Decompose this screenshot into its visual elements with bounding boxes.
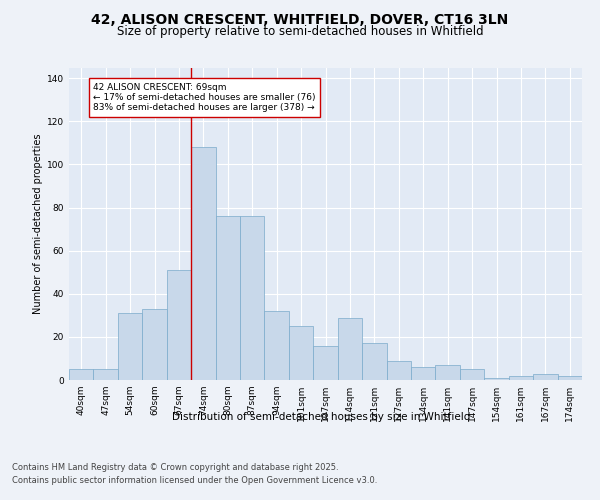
Bar [533,374,557,380]
Bar [313,346,338,380]
Bar [436,365,460,380]
Bar [265,311,289,380]
Bar [240,216,265,380]
Text: Contains HM Land Registry data © Crown copyright and database right 2025.: Contains HM Land Registry data © Crown c… [12,462,338,471]
Bar [460,369,484,380]
Text: 42 ALISON CRESCENT: 69sqm
← 17% of semi-detached houses are smaller (76)
83% of : 42 ALISON CRESCENT: 69sqm ← 17% of semi-… [94,82,316,112]
Bar [118,313,142,380]
Bar [215,216,240,380]
Bar [69,369,94,380]
Bar [509,376,533,380]
Bar [94,369,118,380]
Bar [362,344,386,380]
Bar [411,367,436,380]
Bar [338,318,362,380]
Bar [142,309,167,380]
Text: Contains public sector information licensed under the Open Government Licence v3: Contains public sector information licen… [12,476,377,485]
Bar [191,147,215,380]
Bar [484,378,509,380]
Bar [289,326,313,380]
Text: Distribution of semi-detached houses by size in Whitfield: Distribution of semi-detached houses by … [172,412,470,422]
Y-axis label: Number of semi-detached properties: Number of semi-detached properties [33,134,43,314]
Text: Size of property relative to semi-detached houses in Whitfield: Size of property relative to semi-detach… [116,25,484,38]
Bar [167,270,191,380]
Bar [557,376,582,380]
Bar [386,360,411,380]
Text: 42, ALISON CRESCENT, WHITFIELD, DOVER, CT16 3LN: 42, ALISON CRESCENT, WHITFIELD, DOVER, C… [91,12,509,26]
